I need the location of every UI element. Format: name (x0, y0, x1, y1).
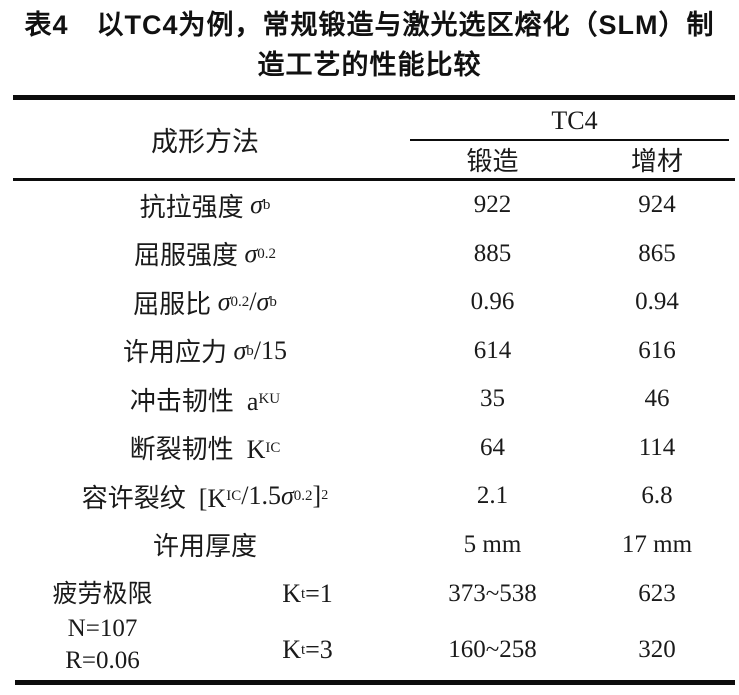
forge-value-yield-strength: 885 (473, 239, 512, 267)
row-label-fracture-toughness: 断裂韧性 K IC (0, 424, 410, 473)
text-part: 断裂韧性 K (129, 435, 266, 465)
additive-value-allowable-crack: 6.8 (641, 482, 673, 510)
forge-value-kt3: 160~258 (448, 635, 537, 663)
row-label-allowable-crack: 容许裂纹 [K IC/1.5 σ 0.2] 2 (0, 472, 410, 521)
additive-value-yield-ratio: 0.94 (635, 288, 679, 316)
header-group-title: TC4 (551, 106, 598, 136)
text-part: 冲击韧性 a (129, 386, 259, 416)
fatigue-label-line-3: R=0.06 (65, 647, 140, 675)
forge-value-yield-ratio: 0.96 (470, 288, 515, 316)
row-label-allowable-thickness: 许用厚度 (0, 521, 410, 570)
italic-symbol: σ (217, 287, 231, 317)
caption-line-1: 表4 以TC4为例，常规锻造与激光选区熔化（SLM）制 (24, 10, 715, 40)
table-row-tensile-strength: 抗拉强度 σ b 922 924 (0, 181, 739, 230)
text-part: 许用应力 (122, 338, 234, 368)
text-part: 容许裂纹 [K (81, 483, 227, 513)
fatigue-label-cell: 疲劳极限 N=107 R=0.06 (0, 569, 205, 680)
table-row-impact-toughness: 冲击韧性 a KU 35 46 (0, 375, 739, 424)
italic-symbol: σ (280, 481, 294, 511)
table-row-yield-strength: 屈服强度 σ 0.2 885 865 (0, 230, 739, 279)
additive-value-tensile-strength: 924 (638, 191, 676, 219)
text-part: 屈服强度 (133, 241, 245, 271)
text-part: K (282, 634, 301, 664)
text-part: / (249, 287, 257, 317)
italic-symbol: σ (244, 238, 258, 268)
table-row-allowable-stress: 许用应力 σ b/15 614 616 (0, 327, 739, 376)
additive-value-fracture-toughness: 114 (638, 433, 676, 461)
text-part: 抗拉强度 (139, 192, 251, 222)
additive-value-yield-strength: 865 (638, 239, 676, 267)
row-label-allowable-stress: 许用应力 σ b/15 (0, 327, 410, 376)
header-col-forge: 锻造 (466, 147, 519, 176)
table-row-fracture-toughness: 断裂韧性 K IC 64 114 (0, 424, 739, 473)
forge-value-allowable-stress: 614 (473, 336, 512, 364)
text-part: /15 (253, 335, 288, 365)
row-label-yield-strength: 屈服强度 σ 0.2 (0, 230, 410, 279)
header-col-additive: 增材 (630, 147, 683, 176)
additive-value-allowable-thickness: 17 mm (621, 530, 693, 558)
row-label-yield-ratio: 屈服比 σ 0.2/σ b (0, 278, 410, 327)
text-part: 屈服比 (133, 289, 218, 319)
fatigue-label-line-1: 疲劳极限 (52, 580, 153, 608)
text-part: /1.5 (241, 481, 281, 511)
additive-value-kt1: 623 (638, 580, 676, 607)
forge-value-allowable-thickness: 5 mm (463, 530, 522, 558)
row-label-impact-toughness: 冲击韧性 a KU (0, 375, 410, 424)
forge-value-impact-toughness: 35 (480, 385, 505, 413)
forge-value-tensile-strength: 922 (473, 191, 512, 219)
text-part: K (282, 579, 301, 608)
caption-line-2: 造工艺的性能比较 (257, 50, 482, 80)
text-part: =3 (305, 634, 333, 664)
header-tc4-group: TC4 锻造 增材 (410, 100, 739, 178)
table-header: 成形方法 TC4 锻造 增材 (0, 100, 739, 178)
table-body: 抗拉强度 σ b 922 924 屈服强度 σ 0.2 885 865 屈服比 σ 0.2/σ b 0… (0, 181, 739, 569)
italic-symbol: σ (233, 335, 247, 365)
table-row-allowable-thickness: 许用厚度 5 mm 17 mm (0, 521, 739, 570)
additive-value-allowable-stress: 616 (638, 336, 676, 364)
table-caption: 表4 以TC4为例，常规锻造与激光选区熔化（SLM）制 造工艺的性能比较 (0, 0, 739, 85)
italic-symbol: σ (256, 287, 270, 317)
forge-value-allowable-crack: 2.1 (476, 482, 509, 510)
fatigue-label-line-2: N=107 (67, 614, 138, 642)
text-part: 许用厚度 (152, 532, 257, 562)
forge-value-fracture-toughness: 64 (480, 433, 505, 461)
table-row-yield-ratio: 屈服比 σ 0.2/σ b 0.96 0.94 (0, 278, 739, 327)
header-method-cell: 成形方法 (151, 126, 259, 157)
forge-value-kt1: 373~538 (448, 580, 537, 607)
header-subcolumns: 锻造 增材 (410, 141, 739, 178)
header-group-rule (410, 139, 729, 141)
table-header-rule (13, 178, 735, 181)
text-part: =1 (305, 579, 333, 608)
additive-value-impact-toughness: 46 (644, 385, 670, 413)
additive-value-kt3: 320 (638, 635, 676, 663)
italic-symbol: σ (250, 190, 263, 220)
table-bottom-rule (15, 680, 735, 685)
table-top-rule (13, 95, 735, 100)
table-row-allowable-crack: 容许裂纹 [K IC/1.5 σ 0.2] 2 2.1 6.8 (0, 472, 739, 521)
text-part: ] (312, 481, 322, 511)
